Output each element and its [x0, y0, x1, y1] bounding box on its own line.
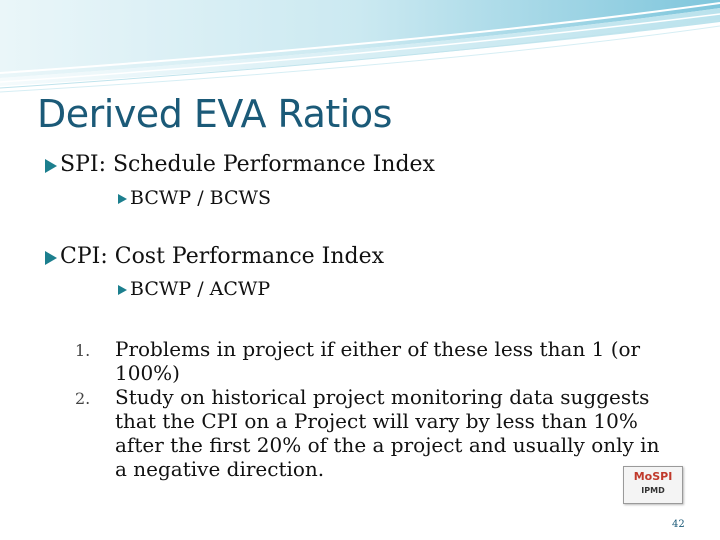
list-item-text: Problems in project if either of these l… [115, 337, 641, 385]
bullet-spi: SPI: Schedule Performance Index [45, 152, 435, 177]
sub-bullet-spi-formula: BCWP / BCWS [118, 187, 271, 209]
arrow-bullet-icon [45, 250, 57, 265]
logo-subtitle: IPMD [641, 486, 665, 495]
numbered-list: 1. Problems in project if either of thes… [75, 337, 675, 481]
mospi-logo: MoSPI IPMD [623, 466, 683, 504]
slide-title: Derived EVA Ratios [37, 92, 392, 136]
header-banner [0, 0, 720, 93]
list-item: 2. Study on historical project monitorin… [75, 385, 675, 481]
bullet-cpi-text: CPI: Cost Performance Index [60, 244, 385, 269]
arrow-bullet-icon [45, 158, 57, 173]
bullet-spi-text: SPI: Schedule Performance Index [60, 152, 435, 177]
list-item-text: Study on historical project monitoring d… [115, 385, 660, 481]
list-item-number: 2. [75, 389, 91, 408]
arrow-bullet-icon [118, 194, 127, 204]
logo-title: MoSPI [633, 470, 673, 483]
sub-bullet-cpi-text: BCWP / ACWP [130, 278, 271, 300]
list-item-number: 1. [75, 341, 91, 360]
sub-bullet-spi-text: BCWP / BCWS [130, 187, 272, 209]
list-item: 1. Problems in project if either of thes… [75, 337, 675, 385]
bullet-cpi: CPI: Cost Performance Index [45, 244, 384, 269]
page-number: 42 [672, 519, 685, 530]
sub-bullet-cpi-formula: BCWP / ACWP [118, 278, 270, 300]
arrow-bullet-icon [118, 285, 127, 295]
